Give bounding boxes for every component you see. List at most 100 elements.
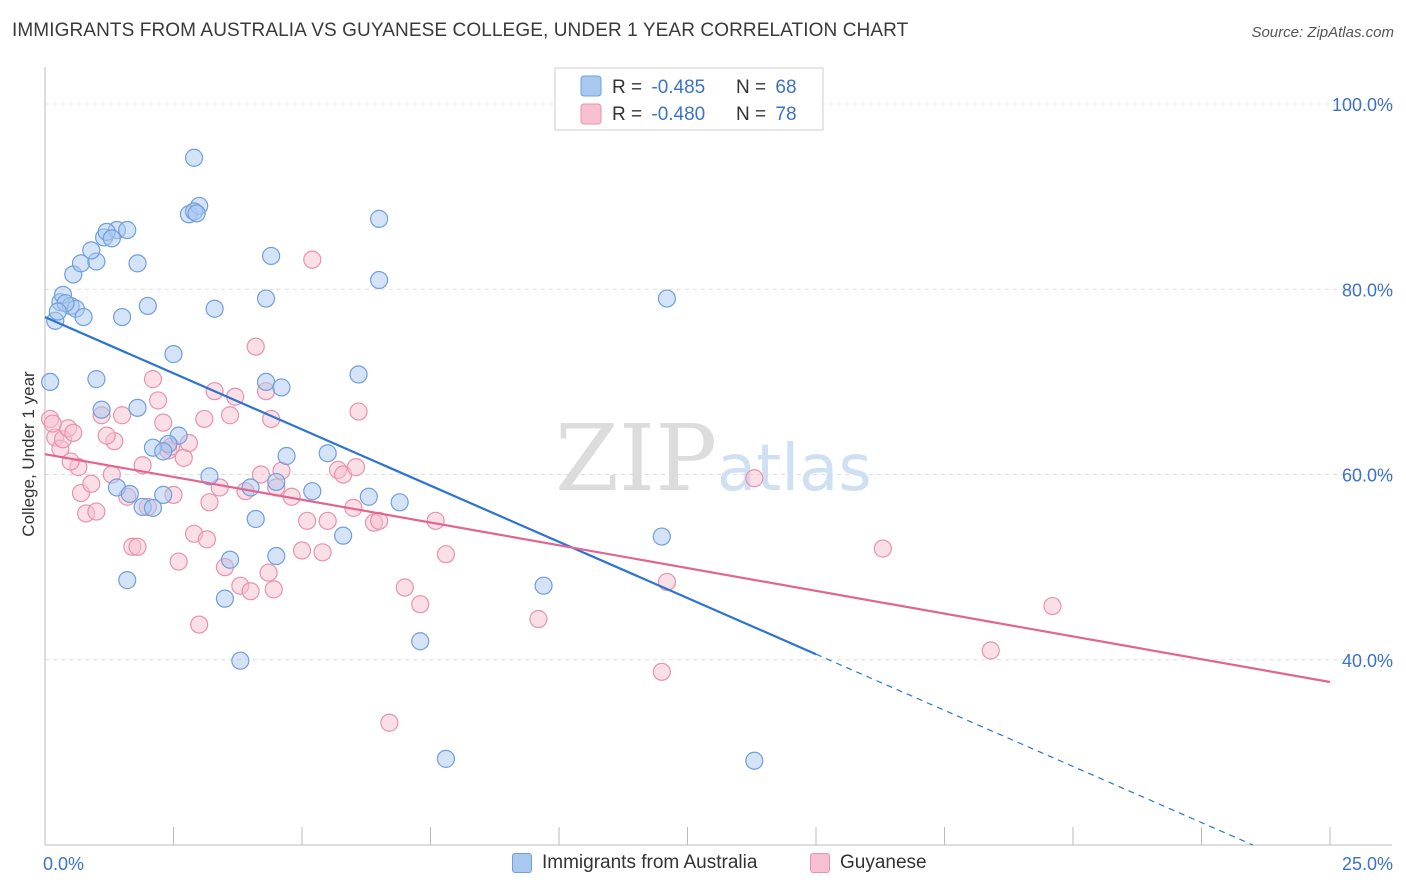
- guyanese-points: [41, 250, 1062, 732]
- guyanese-point: [436, 545, 456, 564]
- guyanese-point: [64, 423, 83, 442]
- guyanese-point: [529, 609, 548, 629]
- watermark: ZIP atlas: [555, 405, 872, 512]
- guyanese-point: [395, 578, 414, 597]
- australia-point: [246, 509, 265, 529]
- source-label: Source: ZipAtlas.com: [1251, 24, 1394, 41]
- australia-point: [143, 498, 163, 517]
- guyanese-point: [313, 543, 332, 562]
- guyanese-point: [981, 641, 1000, 660]
- trend-lines: [44, 316, 1331, 846]
- guyanese-point: [1043, 596, 1062, 616]
- bottom-legend-label-australia: Immigrants from Australia: [542, 852, 758, 873]
- guyanese-point: [292, 541, 312, 560]
- australia-point: [120, 484, 139, 504]
- watermark-zip: ZIP: [555, 405, 717, 512]
- legend-n-value-1: 68: [775, 77, 796, 98]
- australia-point: [359, 487, 378, 506]
- y-tick-label-3: 100.0%: [1332, 95, 1393, 115]
- guyanese-point: [190, 615, 209, 634]
- legend-n-value-2: 78: [775, 104, 796, 125]
- guyanese-point: [197, 530, 217, 549]
- australia-point: [82, 241, 101, 260]
- australia-point: [241, 478, 260, 497]
- guyanese-point: [303, 250, 322, 269]
- guyanese-point: [873, 539, 892, 558]
- guyanese-point: [426, 511, 445, 530]
- australia-point: [154, 485, 173, 504]
- watermark-atlas: atlas: [717, 432, 872, 506]
- bottom-legend-label-guyanese: Guyanese: [840, 852, 927, 873]
- australia-point: [138, 296, 157, 316]
- australia-point: [390, 493, 409, 512]
- guyanese-point: [133, 456, 152, 475]
- australia-point: [262, 246, 281, 266]
- legend-r-value-2: -0.480: [651, 104, 705, 125]
- bottom-legend-swatch-australia: [512, 853, 532, 873]
- guyanese-point: [346, 458, 366, 477]
- australia-point: [41, 372, 60, 392]
- guyanese-point: [195, 409, 214, 429]
- legend-n-label-1: N =: [736, 77, 771, 98]
- guyanese-point: [259, 563, 278, 582]
- guyanese-point: [246, 337, 265, 356]
- grid-lines: [45, 103, 1395, 661]
- y-tick-labels: 40.0% 60.0% 80.0% 100.0%: [1332, 95, 1393, 671]
- y-axis-label: College, Under 1 year: [19, 371, 38, 537]
- australia-point: [164, 345, 183, 364]
- australia-point: [349, 365, 368, 384]
- australia-point: [745, 751, 764, 770]
- australia-point: [318, 444, 337, 463]
- legend-r-label-1: R =: [612, 77, 647, 98]
- svg-text:R = -0.485: R = -0.485: [612, 77, 705, 98]
- svg-text:N = 68: N = 68: [736, 77, 797, 98]
- australia-point: [436, 749, 456, 768]
- guyanese-point: [349, 402, 368, 421]
- guyanese-point: [143, 370, 163, 389]
- legend-r-label-2: R =: [612, 104, 647, 125]
- australia-point: [256, 289, 276, 308]
- australia-point: [92, 400, 111, 419]
- bottom-legend-item-australia: Immigrants from Australia: [512, 852, 757, 874]
- x-tick-labels: 0.0% 25.0%: [43, 854, 1393, 874]
- legend-r-value-1: -0.485: [651, 77, 705, 98]
- australia-point: [411, 632, 430, 651]
- svg-text:N = 78: N = 78: [736, 104, 797, 125]
- australia-point: [128, 398, 147, 417]
- guyanese-point: [241, 582, 260, 601]
- australia-point: [87, 370, 106, 389]
- guyanese-point: [318, 511, 337, 530]
- australia-point: [267, 546, 286, 566]
- guyanese-point: [87, 502, 106, 521]
- bottom-legend-item-guyanese: Guyanese: [810, 852, 927, 874]
- australia-point: [112, 307, 132, 327]
- australia-point: [534, 576, 553, 595]
- guyanese-point: [411, 595, 430, 614]
- guyanese-trend-line: [44, 453, 1331, 684]
- australia-point: [74, 307, 93, 327]
- australia-point: [272, 378, 291, 397]
- x-tick-label-1: 25.0%: [1342, 854, 1393, 874]
- guyanese-point: [264, 580, 283, 599]
- guyanese-point: [128, 537, 147, 556]
- guyanese-point: [112, 406, 132, 425]
- australia-point: [215, 589, 234, 608]
- bottom-legend-swatch-guyanese: [810, 853, 830, 873]
- guyanese-point: [298, 511, 317, 530]
- australia-point: [128, 254, 147, 273]
- australia-point: [277, 446, 296, 466]
- guyanese-point: [745, 469, 764, 488]
- australia-points: [41, 148, 764, 770]
- legend-swatch-australia: [580, 75, 602, 97]
- australia-point: [370, 209, 389, 228]
- svg-text:R = -0.480: R = -0.480: [612, 104, 705, 125]
- australia-point: [187, 204, 206, 223]
- australia-point: [200, 467, 219, 486]
- australia-point: [256, 372, 276, 392]
- guyanese-point: [43, 414, 62, 433]
- legend-swatch-guyanese: [580, 103, 602, 125]
- australia-trend-line: [44, 316, 817, 656]
- australia-point: [334, 526, 353, 545]
- guyanese-point: [61, 452, 80, 471]
- guyanese-point: [82, 474, 101, 493]
